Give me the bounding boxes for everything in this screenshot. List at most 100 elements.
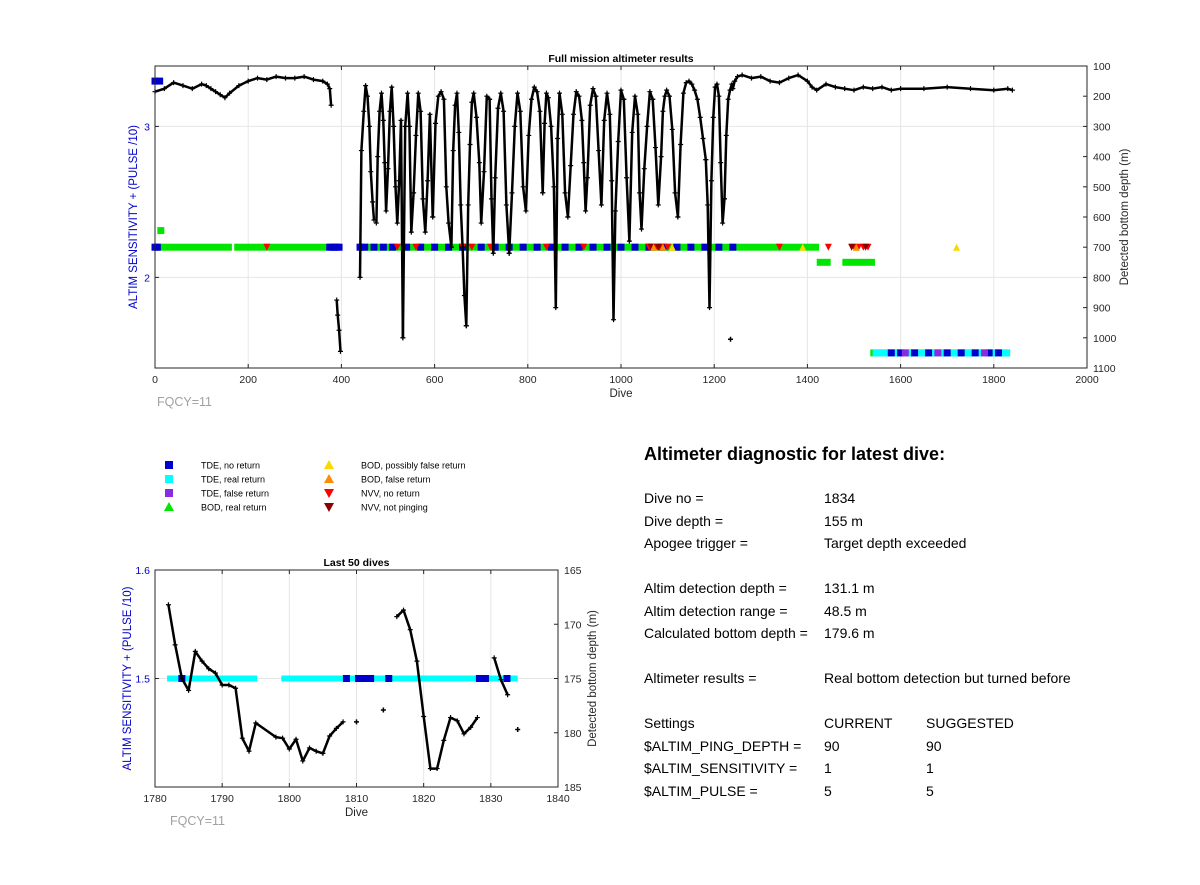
data-marker	[481, 675, 489, 682]
depth-point	[460, 244, 466, 250]
bottom-depth-line	[594, 88, 625, 321]
depth-point	[418, 108, 424, 114]
apogee-value: Target depth exceeded	[824, 535, 967, 551]
depth-point	[398, 117, 404, 123]
depth-point	[382, 160, 388, 166]
depth-point	[609, 178, 615, 184]
setting-current: 1	[824, 760, 832, 776]
depth-point	[394, 614, 400, 620]
data-marker	[342, 675, 350, 682]
setting-row: $ALTIM_PING_DEPTH = 90 90	[644, 735, 1184, 758]
settings-header: Settings	[644, 715, 695, 731]
setting-row: $ALTIM_PULSE = 5 5	[644, 780, 1184, 803]
depth-point	[944, 84, 950, 90]
depth-point	[255, 75, 261, 81]
y-left-tick-label: 2	[144, 272, 150, 284]
depth-point	[354, 719, 359, 725]
x-tick-label: 1400	[796, 374, 820, 386]
depth-point	[172, 642, 178, 648]
depth-point	[438, 89, 444, 95]
data-marker	[542, 243, 550, 251]
data-marker	[729, 243, 737, 251]
depth-point	[644, 123, 650, 129]
y-axis-label-left: ALTIM SENSITIVITY + (PULSE /10)	[122, 586, 134, 770]
fqcy-annotation: FQCY=11	[170, 814, 225, 828]
depth-point	[310, 77, 316, 83]
depth-point	[534, 89, 540, 95]
x-axis-label: Dive	[345, 807, 368, 819]
depth-point	[435, 93, 441, 99]
depth-point	[660, 108, 666, 114]
bottom-depth-line	[651, 88, 680, 218]
depth-point	[727, 87, 733, 93]
y-right-tick-label: 175	[564, 674, 582, 686]
depth-point	[471, 90, 477, 96]
data-marker	[519, 243, 527, 251]
x-tick-label: 1790	[210, 793, 234, 805]
detection-range-row: Altim detection range = 48.5 m	[644, 600, 1184, 623]
depth-point	[402, 123, 408, 129]
depth-point	[361, 108, 367, 114]
depth-point	[611, 317, 617, 323]
depth-point	[208, 86, 214, 92]
data-marker	[403, 243, 411, 251]
depth-point	[703, 157, 709, 163]
y-right-tick-label: 400	[1093, 152, 1111, 164]
diagnostic-title: Altimeter diagnostic for latest dive:	[644, 444, 946, 464]
depth-point	[161, 86, 167, 92]
depth-point	[669, 126, 675, 132]
y-right-tick-label: 600	[1093, 212, 1111, 224]
depth-point	[652, 145, 658, 151]
depth-point	[454, 90, 460, 96]
depth-point	[171, 80, 177, 86]
depth-point	[180, 83, 186, 89]
data-marker	[361, 243, 369, 251]
depth-point	[598, 202, 604, 208]
depth-point	[814, 87, 820, 93]
bottom-depth-line	[431, 90, 453, 248]
depth-point	[380, 707, 386, 713]
depth-point	[206, 666, 212, 672]
data-marker	[659, 243, 667, 251]
depth-point	[364, 93, 370, 99]
data-marker	[901, 349, 909, 357]
data-marker	[994, 349, 1002, 357]
data-marker	[367, 675, 375, 682]
depth-point	[370, 199, 376, 205]
bottom-depth-line	[488, 91, 511, 255]
depth-point	[300, 758, 306, 764]
depth-point	[559, 111, 565, 117]
depth-point	[612, 208, 618, 214]
depth-point	[411, 190, 417, 196]
data-marker	[943, 349, 951, 357]
legend-swatch	[165, 475, 173, 483]
results-label: Altimeter results =	[644, 670, 757, 686]
data-marker	[431, 243, 439, 251]
depth-point	[581, 160, 587, 166]
depth-point	[710, 114, 716, 120]
y-right-tick-label: 200	[1093, 91, 1111, 103]
depth-point	[313, 748, 319, 754]
depth-point	[556, 90, 562, 96]
depth-point	[823, 81, 829, 87]
depth-point	[286, 746, 292, 752]
data-marker	[957, 349, 965, 357]
depth-point	[490, 250, 496, 256]
depth-point	[639, 226, 645, 232]
x-tick-label: 1840	[546, 793, 570, 805]
depth-point	[515, 726, 521, 732]
data-marker	[561, 243, 569, 251]
depth-point	[728, 336, 734, 342]
data-marker	[335, 243, 343, 251]
depth-point	[576, 93, 582, 99]
band	[816, 258, 831, 266]
data-marker	[355, 675, 363, 682]
depth-point	[562, 190, 568, 196]
data-marker	[412, 243, 420, 251]
depth-point	[476, 160, 482, 166]
depth-point	[573, 89, 579, 95]
depth-point	[427, 766, 433, 772]
depth-point	[441, 96, 447, 102]
depth-point	[650, 96, 656, 102]
depth-point	[366, 123, 372, 129]
